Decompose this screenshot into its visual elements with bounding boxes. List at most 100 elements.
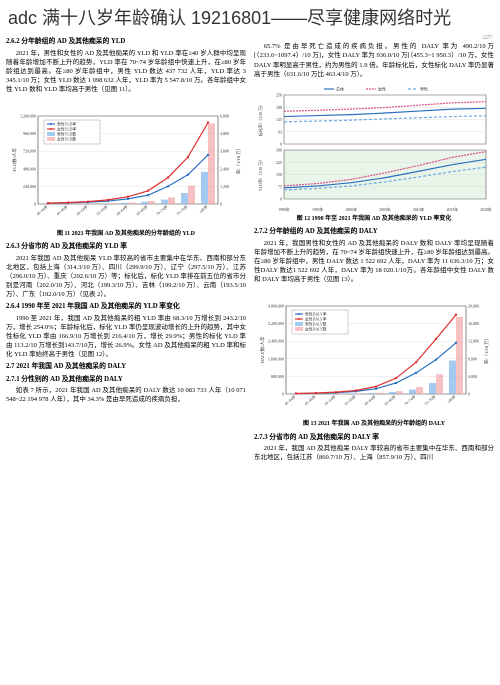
svg-text:50~54岁: 50~54岁	[323, 394, 337, 407]
sec-273: 2.7.3 分省市的 AD 及其他痴呆的 DALY 率	[254, 433, 494, 443]
svg-text:2,400: 2,400	[220, 166, 229, 172]
svg-text:YLD率/（1/10 万）: YLD率/（1/10 万）	[257, 158, 263, 191]
svg-text:75~79岁: 75~79岁	[175, 204, 189, 217]
svg-text:65~69岁: 65~69岁	[383, 394, 397, 407]
svg-text:55~59岁: 55~59岁	[95, 204, 109, 217]
sec-27: 2.7 2021 年我国 AD 及其他痴呆的 DALY	[6, 362, 246, 372]
svg-text:70~74岁: 70~74岁	[403, 394, 417, 407]
svg-text:≥80岁: ≥80岁	[446, 394, 457, 404]
para-r3: 2021 年，我国 AD 及其他痴呆 DALY 率较高的省市主要集中在华东、西南…	[254, 444, 494, 462]
svg-text:65~69岁: 65~69岁	[135, 204, 149, 217]
svg-text:0: 0	[280, 141, 282, 146]
svg-text:0: 0	[468, 392, 470, 397]
svg-text:2000年: 2000年	[346, 207, 358, 212]
svg-text:960,000: 960,000	[23, 131, 36, 137]
svg-text:0: 0	[280, 196, 282, 201]
svg-text:2015年: 2015年	[447, 207, 459, 212]
page-body: 2.6.2 分年龄组的 AD 及其他痴呆的 YLD 2021 年，男性和女性的 …	[0, 34, 500, 464]
svg-text:480,000: 480,000	[23, 166, 36, 172]
left-column: 2.6.2 分年龄组的 AD 及其他痴呆的 YLD 2021 年，男性和女性的 …	[6, 34, 246, 464]
svg-text:男性DALY数: 男性DALY数	[305, 322, 327, 327]
svg-text:16,000: 16,000	[468, 321, 479, 327]
svg-text:60~64岁: 60~64岁	[363, 394, 377, 407]
para-l1: 2021 年，男性和女性的 AD 及其他痴呆的 YLD 和 YLD 率在≥40 …	[6, 49, 246, 94]
para-l4: 如表 7 所示，2021 年我国 AD 及其他痴呆的 DALY 数达 10 08…	[6, 386, 246, 404]
svg-text:188: 188	[276, 105, 282, 110]
svg-text:250: 250	[276, 92, 282, 97]
svg-text:60~64岁: 60~64岁	[115, 204, 129, 217]
svg-text:12,000: 12,000	[468, 339, 479, 345]
svg-text:40~44岁: 40~44岁	[35, 204, 49, 217]
svg-text:女性YLD率: 女性YLD率	[57, 126, 76, 131]
svg-text:女性DALY率: 女性DALY率	[305, 317, 327, 322]
para-l2: 2021 年我国 AD 及其他痴呆 YLD 率较高的省市主要集中在华东、西南和部…	[6, 254, 246, 299]
svg-text:8,000: 8,000	[468, 356, 477, 362]
svg-text:240,000: 240,000	[23, 184, 36, 190]
svg-text:4,800: 4,800	[220, 131, 229, 137]
sec-271: 2.7.1 分性别的 AD 及其他痴呆的 DALY	[6, 375, 246, 385]
svg-text:0: 0	[282, 392, 284, 397]
svg-text:70~74岁: 70~74岁	[155, 204, 169, 217]
svg-text:3,200,000: 3,200,000	[268, 321, 284, 327]
chart-11: 0 0 240,000 1,200 480,000 2,400 720,000 3,600 96…	[6, 98, 246, 238]
svg-text:75: 75	[278, 184, 282, 189]
svg-text:1,600,000: 1,600,000	[268, 356, 284, 362]
svg-text:800,000: 800,000	[271, 374, 284, 380]
svg-text:男性YLD率: 男性YLD率	[57, 121, 76, 126]
para-r2: 2021 年，我国男性和女性的 AD 及其他痴呆的 DALY 数和 DALY 率…	[254, 239, 494, 284]
chart-12: 总体 女性 男性 0 63 125 188 250 标化率/（1/10 万） 0 75 150 225 3…	[254, 83, 494, 223]
svg-text:男性DALY率: 男性DALY率	[305, 312, 327, 317]
svg-text:DALY数/人年: DALY数/人年	[259, 336, 266, 363]
svg-text:225: 225	[276, 160, 282, 165]
sec-263: 2.6.3 分省市的 AD 及其他痴呆的 YLD 率	[6, 242, 246, 252]
svg-text:男性: 男性	[420, 85, 428, 91]
svg-text:女性YLD数: 女性YLD数	[57, 136, 76, 141]
svg-text:总体: 总体	[336, 85, 344, 91]
svg-text:0: 0	[34, 201, 36, 206]
sec-272: 2.7.2 分年龄组的 AD 及其他痴呆的 DALY	[254, 227, 494, 237]
caption-13: 图 13 2021 年我国 AD 及其他痴呆的分年龄组的 DALY	[254, 420, 494, 428]
svg-text:40~44岁: 40~44岁	[283, 394, 297, 407]
svg-text:1,200,000: 1,200,000	[20, 113, 36, 119]
page-title: adc 满十八岁年龄确认 19216801——尽享健康网络时光	[0, 0, 500, 34]
svg-text:1990年: 1990年	[278, 207, 290, 212]
svg-text:YLD数/人年: YLD数/人年	[11, 147, 18, 171]
svg-text:2010年: 2010年	[413, 207, 425, 212]
svg-text:4,000: 4,000	[468, 374, 477, 380]
svg-text:率/（1/10 万）: 率/（1/10 万）	[235, 146, 242, 174]
svg-text:2020年: 2020年	[480, 207, 492, 212]
svg-text:45~49岁: 45~49岁	[303, 394, 317, 407]
svg-text:0: 0	[220, 201, 222, 206]
svg-text:150: 150	[276, 172, 282, 177]
svg-text:20,000: 20,000	[468, 304, 479, 310]
svg-text:75~79岁: 75~79岁	[423, 394, 437, 407]
svg-text:125: 125	[276, 117, 282, 122]
para-r1: 65.7% 是由早死亡造成的疾病负担。男性的 DALY 率为 490.2/10万…	[254, 42, 494, 78]
svg-text:≥80岁: ≥80岁	[198, 204, 209, 214]
sec-262: 2.6.2 分年龄组的 AD 及其他痴呆的 YLD	[6, 37, 246, 47]
svg-text:3,600: 3,600	[220, 149, 229, 155]
svg-text:2005年: 2005年	[379, 207, 391, 212]
svg-text:标化率/（1/10 万）: 标化率/（1/10 万）	[257, 103, 263, 136]
svg-text:2,400,000: 2,400,000	[268, 339, 284, 345]
svg-text:4,000,000: 4,000,000	[268, 304, 284, 310]
svg-text:63: 63	[278, 129, 282, 134]
para-l3: 1990 至 2021 年，我国 AD 及其他痴呆的粗 YLD 率由 68.3/…	[6, 314, 246, 359]
svg-text:1,200: 1,200	[220, 184, 229, 190]
svg-text:率/（1/10 万）: 率/（1/10 万）	[483, 336, 490, 364]
sec-264: 2.6.4 1990 年至 2021 年我国 AD 及其他痴呆的 YLD 率变化	[6, 302, 246, 312]
svg-text:300: 300	[276, 147, 282, 152]
svg-text:45~49岁: 45~49岁	[55, 204, 69, 217]
page-number: ·227·	[254, 34, 494, 42]
chart-13: 0 0 800,000 4,000 1,600,000 8,000 2,400,000 12,…	[254, 288, 494, 428]
svg-text:女性: 女性	[378, 85, 386, 91]
svg-text:720,000: 720,000	[23, 149, 36, 155]
svg-text:1995年: 1995年	[312, 207, 324, 212]
svg-text:50~54岁: 50~54岁	[75, 204, 89, 217]
svg-text:女性DALY数: 女性DALY数	[305, 327, 327, 332]
svg-text:6,000: 6,000	[220, 113, 229, 119]
caption-12: 图 12 1990 年至 2021 年我国 AD 及其他痴呆的 YLD 率变化	[254, 215, 494, 223]
caption-11: 图 11 2021 年我国 AD 及其他痴呆的分年龄组的 YLD	[6, 230, 246, 238]
svg-text:55~59岁: 55~59岁	[343, 394, 357, 407]
svg-text:男性YLD数: 男性YLD数	[57, 131, 76, 136]
